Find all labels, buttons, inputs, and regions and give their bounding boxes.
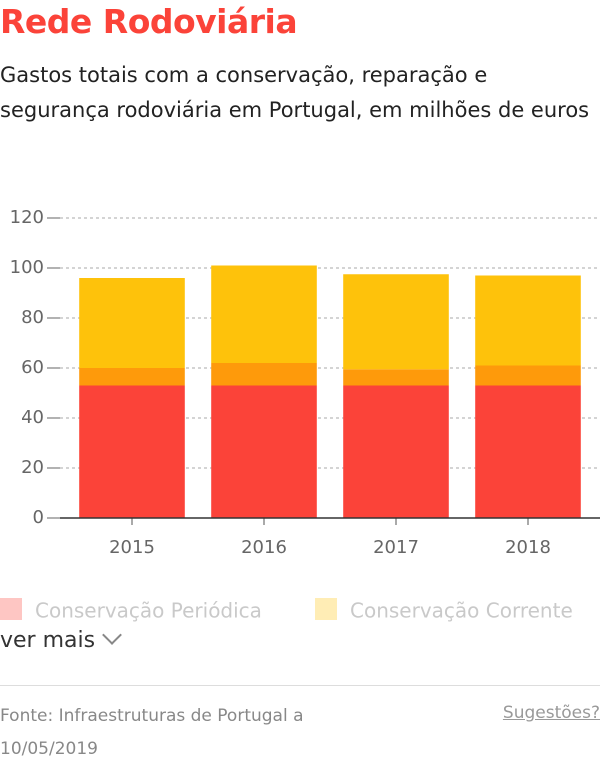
chart-title: Rede Rodoviária <box>0 2 298 41</box>
source: Fonte: Infraestruturas de Portugal a 10/… <box>0 706 304 759</box>
legend-swatch <box>0 598 22 620</box>
chart-subtitle: Gastos totais com a conservação, reparaç… <box>0 63 590 122</box>
feedback-link[interactable]: Sugestões? <box>502 703 600 723</box>
bar-segment <box>211 265 317 363</box>
more-label[interactable]: ver mais <box>0 628 96 653</box>
bar-segment <box>475 275 581 366</box>
y-tick-label: 20 <box>21 457 44 478</box>
bar-segment <box>343 274 449 370</box>
bar-segment <box>79 278 185 368</box>
divider <box>0 685 600 686</box>
y-tick-label: 40 <box>21 407 44 428</box>
y-tick-label: 120 <box>10 207 44 228</box>
chevron-icon <box>102 625 122 645</box>
chart: 0 20 40 60 80 100 120 2015 2016 2017 2018 Conservaç… <box>0 207 600 623</box>
bar-segment <box>79 368 185 386</box>
x-tick-label: 2018 <box>505 537 551 558</box>
x-tick-label: 2015 <box>109 537 155 558</box>
bar-segment <box>343 385 449 518</box>
bar-segment <box>211 385 317 518</box>
bar-segment <box>211 363 317 386</box>
legend-swatch <box>315 598 337 620</box>
bar-segment <box>475 385 581 518</box>
legend-label: Conservação Periódica <box>35 599 262 623</box>
x-tick-label: 2016 <box>241 537 287 558</box>
bar-segment <box>79 385 185 518</box>
x-tick-label: 2017 <box>373 537 419 558</box>
y-tick-label: 0 <box>33 507 44 528</box>
legend-label: Conservação Corrente <box>350 599 573 623</box>
y-tick-label: 80 <box>21 307 44 328</box>
more-button[interactable]: ver mais <box>0 625 122 653</box>
y-tick-label: 60 <box>21 357 44 378</box>
bar-segment <box>343 369 449 386</box>
bar-segment <box>475 365 581 386</box>
y-tick-label: 100 <box>10 257 44 278</box>
